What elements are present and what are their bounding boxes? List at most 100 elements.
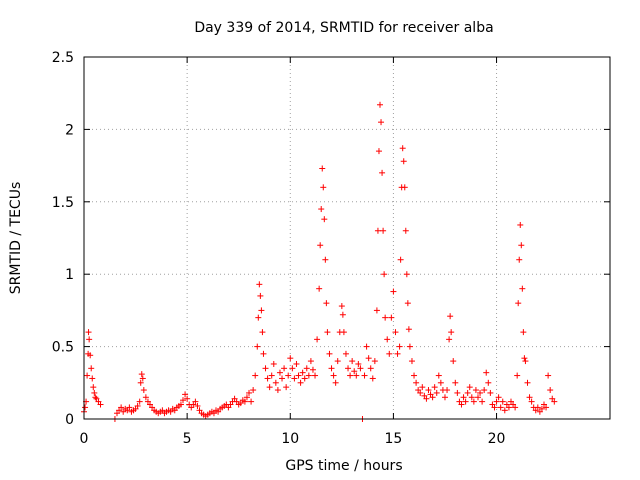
data-point (192, 398, 199, 405)
data-point (437, 379, 444, 386)
data-point (258, 307, 265, 314)
data-point (318, 206, 325, 213)
data-point (339, 311, 346, 318)
data-point (485, 379, 492, 386)
data-point (357, 365, 364, 372)
data-point (543, 404, 550, 411)
data-point (287, 355, 294, 362)
data-point (260, 350, 267, 357)
data-point (194, 402, 201, 409)
data-point (137, 379, 144, 386)
data-point (291, 375, 298, 382)
data-point (285, 372, 292, 379)
data-point (483, 369, 490, 376)
data-point (538, 405, 545, 412)
data-point (276, 369, 283, 376)
grid-lines (84, 57, 610, 419)
data-point (396, 343, 403, 350)
data-point (380, 227, 387, 234)
data-point (334, 358, 341, 365)
data-point (248, 398, 255, 405)
data-point (431, 384, 438, 391)
data-point (392, 329, 399, 336)
data-point (382, 314, 389, 321)
data-point (378, 119, 385, 126)
data-point (371, 358, 378, 365)
data-point (314, 336, 321, 343)
data-point (259, 329, 266, 336)
plot-frame (83, 56, 611, 420)
data-point (320, 184, 327, 191)
data-point (309, 366, 316, 373)
data-point (182, 391, 189, 398)
data-point (524, 379, 531, 386)
data-point (505, 404, 512, 411)
data-point (444, 387, 451, 394)
data-point (316, 285, 323, 292)
data-point (497, 404, 504, 411)
y-tick-label: 1.5 (52, 195, 74, 211)
data-point (520, 329, 527, 336)
data-point (89, 375, 96, 382)
data-point (526, 394, 533, 401)
data-point (466, 384, 473, 391)
data-point (474, 394, 481, 401)
data-point (332, 379, 339, 386)
data-point (417, 389, 424, 396)
data-point (419, 384, 426, 391)
data-point (386, 350, 393, 357)
data-point (256, 281, 263, 288)
data-point (322, 256, 329, 263)
data-point (262, 365, 269, 372)
x-tick-label: 10 (281, 431, 299, 447)
data-point (184, 395, 191, 402)
data-point (481, 387, 488, 394)
data-point (521, 355, 528, 362)
data-point (289, 365, 296, 372)
data-point (516, 256, 523, 263)
data-point (264, 375, 271, 382)
data-point (177, 401, 184, 408)
data-point (454, 389, 461, 396)
data-point (534, 404, 541, 411)
data-point (514, 372, 521, 379)
x-axis-label: GPS time / hours (285, 458, 402, 474)
data-point (491, 404, 498, 411)
data-point (460, 394, 467, 401)
data-point (84, 372, 91, 379)
data-point (85, 329, 92, 336)
data-point (283, 384, 290, 391)
data-point (452, 379, 459, 386)
data-point (326, 350, 333, 357)
data-point (462, 398, 469, 405)
data-point (312, 372, 319, 379)
data-point (303, 365, 310, 372)
data-point (82, 404, 89, 411)
data-point (472, 387, 479, 394)
data-point (97, 401, 104, 408)
data-point (140, 387, 147, 394)
x-tick-label: 20 (488, 431, 506, 447)
data-point (388, 314, 395, 321)
data-point (515, 300, 522, 307)
data-point (401, 184, 408, 191)
data-point (86, 336, 93, 343)
data-point (139, 375, 146, 382)
data-point (246, 389, 253, 396)
data-point (528, 398, 535, 405)
data-point (355, 360, 362, 367)
data-point (274, 387, 281, 394)
data-point (301, 375, 308, 382)
data-point (250, 387, 257, 394)
data-point (87, 352, 94, 359)
data-point (349, 358, 356, 365)
data-point (330, 372, 337, 379)
data-point (519, 285, 526, 292)
data-point (241, 398, 248, 405)
data-point (367, 365, 374, 372)
data-point (353, 372, 360, 379)
data-point (373, 307, 380, 314)
data-point (379, 169, 386, 176)
data-point (266, 384, 273, 391)
data-point (324, 329, 331, 336)
